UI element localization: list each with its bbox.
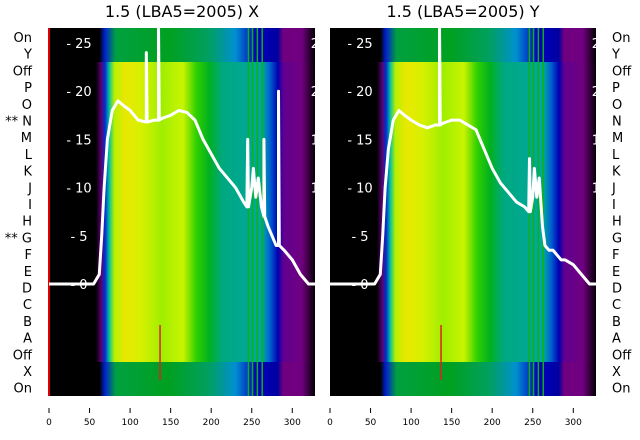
row-label: H — [22, 215, 32, 230]
x-tick-label: 300 — [565, 418, 582, 428]
y-tick-label-right: 15 — [592, 133, 609, 148]
heatmap-rfi-mark — [159, 325, 161, 380]
heatmap-flag-edge — [48, 28, 50, 396]
y-tick-label: - 15 — [66, 133, 91, 148]
y-tick-label: - 10 — [66, 182, 91, 197]
row-label: I — [612, 198, 616, 213]
y-tick-label-right: 25 — [592, 37, 609, 52]
x-tick-label: 0 — [327, 418, 333, 428]
y-tick-label-right: 25 — [311, 37, 328, 52]
heatmap-channel-line — [247, 28, 250, 396]
row-label: K — [23, 165, 32, 180]
row-label: On — [14, 31, 32, 46]
row-label: A — [612, 332, 621, 347]
spectrum-line — [49, 22, 315, 286]
row-label: On — [612, 31, 630, 46]
y-tick-label-right: 5 — [596, 230, 604, 245]
row-label: O — [612, 98, 622, 113]
heatmap-main-band — [332, 62, 596, 362]
heatmap-rfi-mark — [440, 325, 442, 380]
x-tick-label: 50 — [365, 418, 377, 428]
row-label: M — [21, 131, 32, 146]
row-label: E — [612, 265, 620, 280]
x-tick-label: 250 — [524, 418, 541, 428]
heatmap-main-band — [51, 62, 315, 362]
x-tick-label: 250 — [243, 418, 260, 428]
x-tick-label: 150 — [162, 418, 179, 428]
y-tick-label: - 15 — [347, 133, 372, 148]
y-tick-label-right: 0 — [596, 278, 604, 293]
row-label: P — [24, 81, 32, 96]
heatmap-channel-line — [256, 28, 259, 396]
row-label: F — [612, 248, 619, 263]
row-label: B — [612, 315, 621, 330]
row-label: Off — [13, 64, 33, 79]
x-tick-label: 150 — [443, 418, 460, 428]
row-label: A — [23, 332, 32, 347]
y-tick-label: - 10 — [347, 182, 372, 197]
row-label: M — [612, 131, 623, 146]
row-label: ** G — [5, 231, 32, 246]
heatmap-channel-line — [537, 28, 540, 396]
row-label: O — [22, 98, 32, 113]
x-tick-label: 200 — [203, 418, 220, 428]
y-tick-label: - 25 — [66, 37, 91, 52]
chart-title: 1.5 (LBA5=2005) X — [105, 2, 259, 21]
y-tick-label-right: 20 — [592, 85, 609, 100]
y-tick-label: - 20 — [347, 85, 372, 100]
y-tick-label: - 25 — [347, 37, 372, 52]
row-label: X — [23, 365, 32, 380]
row-label: E — [24, 265, 32, 280]
row-label: P — [612, 81, 620, 96]
chart-title: 1.5 (LBA5=2005) Y — [386, 2, 539, 21]
row-label: G — [612, 231, 622, 246]
row-label: B — [23, 315, 32, 330]
heatmap-channel-line — [251, 28, 254, 396]
x-tick-label: 0 — [46, 418, 52, 428]
row-label: Off — [13, 348, 33, 363]
row-label: Off — [612, 64, 632, 79]
row-label: C — [23, 298, 32, 313]
row-label: J — [27, 181, 32, 196]
x-tick-label: 200 — [484, 418, 501, 428]
row-label: D — [22, 282, 32, 297]
x-tick-label: 300 — [284, 418, 301, 428]
y-tick-label-right: 10 — [311, 182, 328, 197]
row-label: L — [25, 148, 33, 163]
y-tick-label-right: 20 — [311, 85, 328, 100]
row-label: C — [612, 298, 621, 313]
row-label: Y — [23, 48, 32, 63]
row-label: X — [612, 365, 621, 380]
row-label: ** N — [5, 115, 32, 130]
row-label: H — [612, 215, 622, 230]
row-label: On — [14, 382, 32, 397]
row-label: I — [28, 198, 32, 213]
x-tick-label: 100 — [403, 418, 420, 428]
y-tick-label: - 20 — [66, 85, 91, 100]
y-tick-label: - 5 — [70, 230, 87, 245]
row-label: F — [25, 248, 32, 263]
x-tick-label: 100 — [122, 418, 139, 428]
y-tick-label: - 5 — [351, 230, 368, 245]
y-tick-label-right: 15 — [311, 133, 328, 148]
row-label: Y — [611, 48, 620, 63]
row-label: K — [612, 165, 621, 180]
row-label: D — [612, 282, 622, 297]
row-label: J — [611, 181, 616, 196]
row-label: Off — [612, 348, 632, 363]
row-label: L — [612, 148, 620, 163]
x-tick-label: 50 — [84, 418, 96, 428]
y-tick-label-right: 0 — [315, 278, 323, 293]
y-tick-label-right: 10 — [592, 182, 609, 197]
spectrum-line — [330, 22, 596, 286]
y-tick-label-right: 5 — [315, 230, 323, 245]
row-label: N — [612, 115, 622, 130]
heatmap-channel-line — [542, 28, 544, 396]
row-label: On — [612, 382, 630, 397]
heatmap-channel-line — [532, 28, 535, 396]
